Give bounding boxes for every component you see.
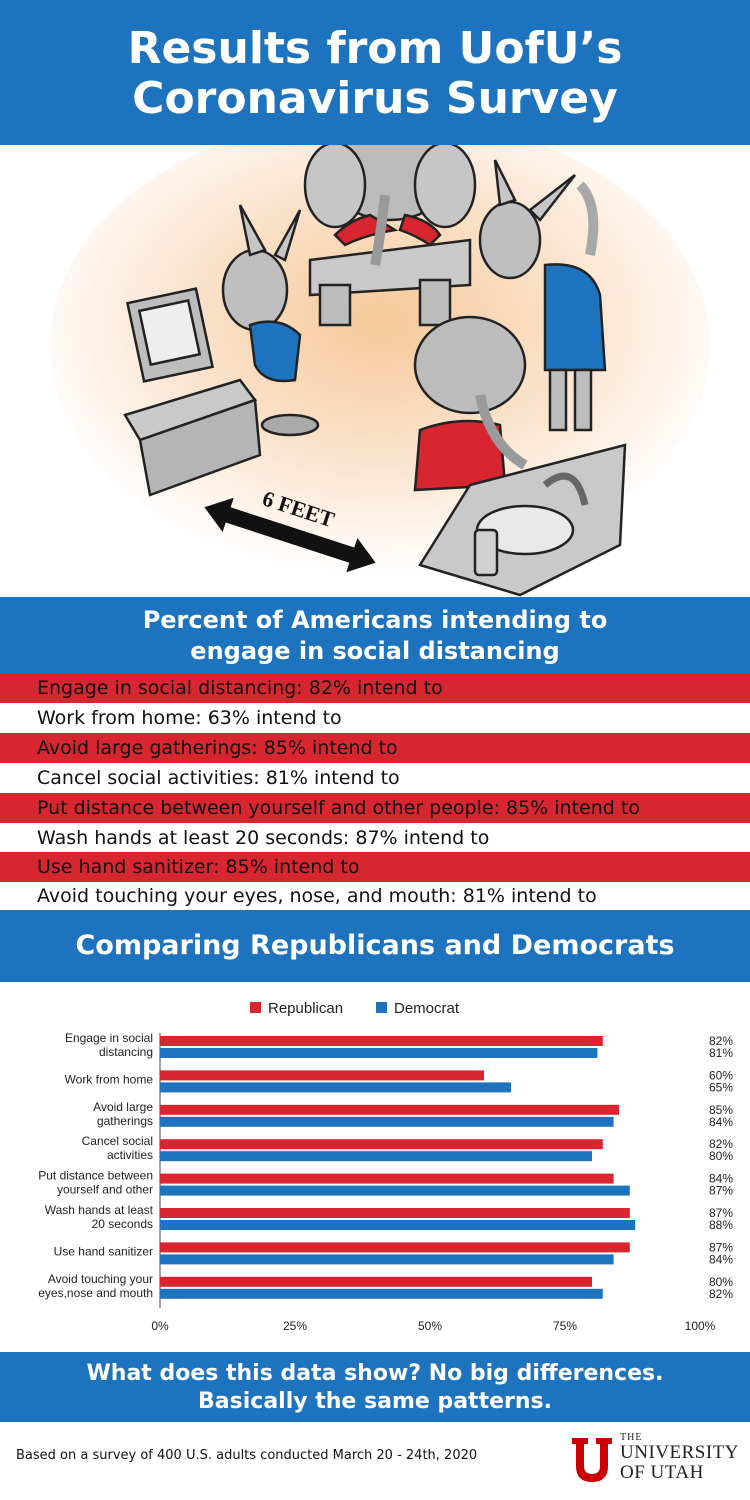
category-label: gatherings [97,1114,153,1128]
bar-democrat [160,1288,603,1299]
bar-democrat [160,1220,636,1230]
bar-democrat [160,1185,630,1196]
value-label: 65% [709,1080,733,1094]
logo-the: THE [620,1432,643,1443]
university-logo-text: THE UNIVERSITY OF UTAH [620,1432,739,1483]
value-label: 80% [709,1149,733,1163]
bar-democrat [160,1116,614,1127]
bar-republican [160,1173,614,1184]
conclusion-banner: What does this data show? No big differe… [0,1352,750,1422]
bar-republican [160,1208,630,1218]
list-item: Work from home: 63% intend to [37,707,342,729]
legend-label-0: Republican [268,1000,343,1017]
cartoon-illustration: 6 FEET [0,145,750,597]
category-label: eyes,nose and mouth [38,1286,153,1300]
value-label: 88% [709,1218,733,1232]
legend-swatch-0 [250,1002,261,1013]
value-label: 87% [709,1206,733,1220]
x-tick-label: 75% [553,1319,577,1333]
list-item: Wash hands at least 20 seconds: 87% inte… [37,827,490,849]
x-tick-label: 25% [283,1319,307,1333]
value-label: 87% [709,1240,733,1254]
category-label: 20 seconds [92,1217,153,1231]
page-title-line2: Coronavirus Survey [132,73,618,124]
section1-heading-line1: Percent of Americans intending to [142,606,608,634]
bar-republican [160,1104,619,1115]
category-label: Cancel social [82,1134,153,1148]
list-item: Avoid large gatherings: 85% intend to [0,733,750,763]
list-item: Use hand sanitizer: 85% intend to [0,852,750,882]
conclusion-line2: Basically the same patterns. [198,1389,552,1414]
bar-democrat [160,1082,511,1093]
survey-footnote: Based on a survey of 400 U.S. adults con… [16,1448,478,1463]
legend-swatch-1 [376,1002,387,1013]
category-label: distancing [99,1045,153,1059]
value-label: 84% [709,1115,733,1129]
x-tick-label: 0% [151,1319,169,1333]
category-label: yourself and other [57,1183,153,1197]
value-label: 82% [709,1287,733,1301]
bar-republican [160,1242,630,1253]
category-label: Put distance between [38,1169,153,1183]
conclusion-line1: What does this data show? No big differe… [86,1361,664,1386]
title-banner: Results from UofU’s Coronavirus Survey [0,0,750,145]
list-item: Avoid touching your eyes, nose, and mout… [37,885,597,907]
section2-heading: Comparing Republicans and Democrats [75,930,675,961]
donkey-standing [478,159,607,432]
bar-democrat [160,1151,592,1162]
bar-democrat [160,1048,598,1058]
comparison-chart: Republican Democrat Engage in social distan… [0,982,750,1352]
bar-republican [160,1276,592,1287]
value-label: 82% [709,1137,733,1151]
bar-republican [160,1036,603,1046]
category-label: Work from home [65,1072,154,1086]
category-label: activities [107,1148,153,1162]
value-label: 85% [709,1103,733,1117]
bar-chart-svg: Republican Democrat Engage in socialdistan… [38,1000,733,1333]
bar-republican [160,1070,484,1081]
category-label: Use hand sanitizer [54,1244,153,1258]
bar-republican [160,1139,603,1150]
x-tick-label: 50% [418,1319,442,1333]
value-label: 87% [709,1184,733,1198]
illustration-svg: 6 FEET [50,145,710,597]
footer: Based on a survey of 400 U.S. adults con… [0,1422,750,1500]
value-label: 84% [709,1172,733,1186]
value-label: 84% [709,1252,733,1266]
comparison-heading-banner: Comparing Republicans and Democrats [0,910,750,982]
x-tick-label: 100% [685,1319,716,1333]
elephant-at-sink [413,315,627,597]
social-distancing-heading-banner: Percent of Americans intending to engage… [0,597,750,673]
list-item: Cancel social activities: 81% intend to [37,767,400,789]
category-label: Avoid touching your [48,1272,153,1286]
value-label: 82% [709,1034,733,1048]
category-label: Engage in social [65,1031,153,1045]
logo-university: UNIVERSITY [620,1442,739,1463]
university-logo-icon [572,1438,612,1482]
section1-heading-line2: engage in social distancing [190,637,560,665]
donkey-at-computer [123,204,320,497]
page-title-line1: Results from UofU’s [127,23,623,74]
value-label: 80% [709,1275,733,1289]
elephant-at-table [303,145,477,327]
list-item: Put distance between yourself and other … [0,793,750,823]
value-label: 60% [709,1068,733,1082]
logo-of-utah: OF UTAH [620,1462,704,1483]
category-label: Wash hands at least [45,1203,154,1217]
bar-democrat [160,1254,614,1265]
list-item: Engage in social distancing: 82% intend … [0,673,750,703]
value-label: 81% [709,1046,733,1060]
legend-label-1: Democrat [394,1000,460,1017]
category-label: Avoid large [93,1100,153,1114]
